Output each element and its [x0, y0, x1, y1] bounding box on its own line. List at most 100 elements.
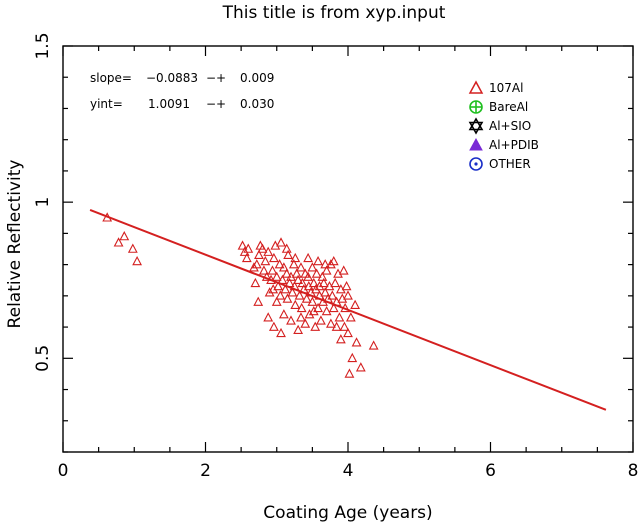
- data-point: [241, 252, 252, 263]
- y-tick-label: 1: [33, 197, 53, 208]
- data-point: [330, 277, 341, 288]
- data-point: [318, 296, 328, 306]
- data-point: [307, 262, 318, 272]
- legend: 107Al BareAl Al+SIO Al+PDIB OTHER: [468, 80, 539, 171]
- data-point: [132, 255, 143, 266]
- data-point: [268, 252, 279, 263]
- data-point: [283, 249, 294, 260]
- fit-annotations: slope= −0.0883 −+ 0.009 yint= 1.0091 −+ …: [90, 71, 274, 111]
- legend-label: OTHER: [489, 157, 531, 171]
- data-point: [303, 252, 314, 263]
- legend-entry: Al+PDIB: [469, 137, 539, 152]
- data-point: [119, 231, 130, 241]
- data-point: [307, 296, 318, 306]
- data-point: [243, 243, 254, 253]
- data-point: [288, 259, 299, 269]
- data-point: [261, 271, 272, 281]
- data-point: [323, 293, 333, 303]
- data-point: [324, 280, 335, 291]
- data-point: [311, 268, 322, 278]
- chart-title: This title is from xyp.input: [222, 3, 446, 23]
- data-point: [297, 277, 308, 288]
- data-point: [303, 271, 314, 281]
- data-point: [304, 309, 315, 319]
- data-point: [271, 296, 282, 306]
- data-points: [102, 212, 379, 378]
- data-point: [286, 271, 296, 281]
- data-point: [249, 262, 259, 272]
- data-point: [355, 362, 366, 372]
- data-point: [311, 284, 321, 294]
- data-point: [273, 280, 284, 291]
- data-point: [113, 237, 124, 247]
- data-point: [275, 290, 286, 300]
- data-point: [274, 259, 285, 269]
- data-point: [331, 321, 342, 331]
- x-tick-label: 2: [200, 461, 211, 481]
- data-point: [127, 243, 138, 253]
- legend-entry: BareAl: [469, 100, 528, 114]
- axis-tick-labels: 0 2 4 6 8 0.5 1 1.5: [33, 32, 638, 481]
- data-point: [347, 352, 358, 363]
- data-point: [293, 324, 304, 334]
- data-point: [303, 280, 314, 291]
- data-point: [294, 290, 305, 300]
- legend-label: Al+SIO: [489, 119, 531, 133]
- data-point: [253, 296, 264, 306]
- data-point: [298, 284, 309, 294]
- data-point: [306, 287, 316, 297]
- slope-value: −0.0883: [146, 71, 198, 85]
- yint-plusminus: −+: [206, 97, 226, 111]
- data-point: [293, 274, 304, 285]
- data-point: [320, 259, 331, 269]
- data-point: [327, 290, 338, 300]
- data-point: [321, 305, 332, 316]
- data-point: [271, 271, 282, 281]
- data-point: [338, 265, 349, 275]
- data-point: [325, 318, 336, 328]
- x-tick-label: 0: [58, 461, 69, 481]
- data-point: [263, 312, 274, 322]
- data-point: [313, 255, 323, 266]
- x-tick-label: 6: [485, 461, 496, 481]
- data-point: [263, 246, 274, 256]
- data-point: [290, 252, 301, 263]
- data-point: [310, 321, 321, 331]
- data-point: [278, 262, 289, 272]
- x-axis-label: Coating Age (years): [263, 503, 432, 523]
- data-point: [289, 280, 300, 291]
- data-point: [296, 312, 306, 322]
- data-point: [270, 240, 281, 250]
- data-point: [284, 277, 295, 288]
- data-point: [277, 274, 288, 285]
- legend-label: 107Al: [489, 81, 523, 95]
- slope-error: 0.009: [240, 71, 274, 85]
- x-tick-label: 4: [343, 461, 354, 481]
- data-point: [345, 312, 356, 322]
- data-point: [251, 259, 262, 269]
- data-point: [300, 318, 311, 328]
- data-point: [314, 280, 325, 291]
- data-point: [257, 243, 268, 253]
- yint-value: 1.0091: [148, 97, 190, 111]
- data-point: [316, 315, 326, 325]
- legend-circle-dot-icon: [469, 157, 483, 171]
- legend-entry: Al+SIO: [468, 117, 531, 135]
- data-point: [351, 337, 362, 347]
- data-point: [259, 265, 269, 275]
- data-point: [318, 277, 329, 288]
- data-point: [313, 302, 323, 313]
- data-point: [268, 321, 279, 331]
- data-point: [254, 249, 264, 260]
- data-point: [308, 277, 319, 288]
- data-point: [281, 268, 292, 278]
- data-point: [333, 268, 343, 278]
- data-point: [334, 312, 345, 322]
- data-point: [287, 287, 298, 297]
- data-point: [276, 327, 286, 338]
- data-point: [343, 327, 353, 338]
- legend-triangle-filled-icon: [469, 137, 483, 151]
- data-point: [278, 309, 289, 319]
- legend-entry: OTHER: [469, 157, 531, 171]
